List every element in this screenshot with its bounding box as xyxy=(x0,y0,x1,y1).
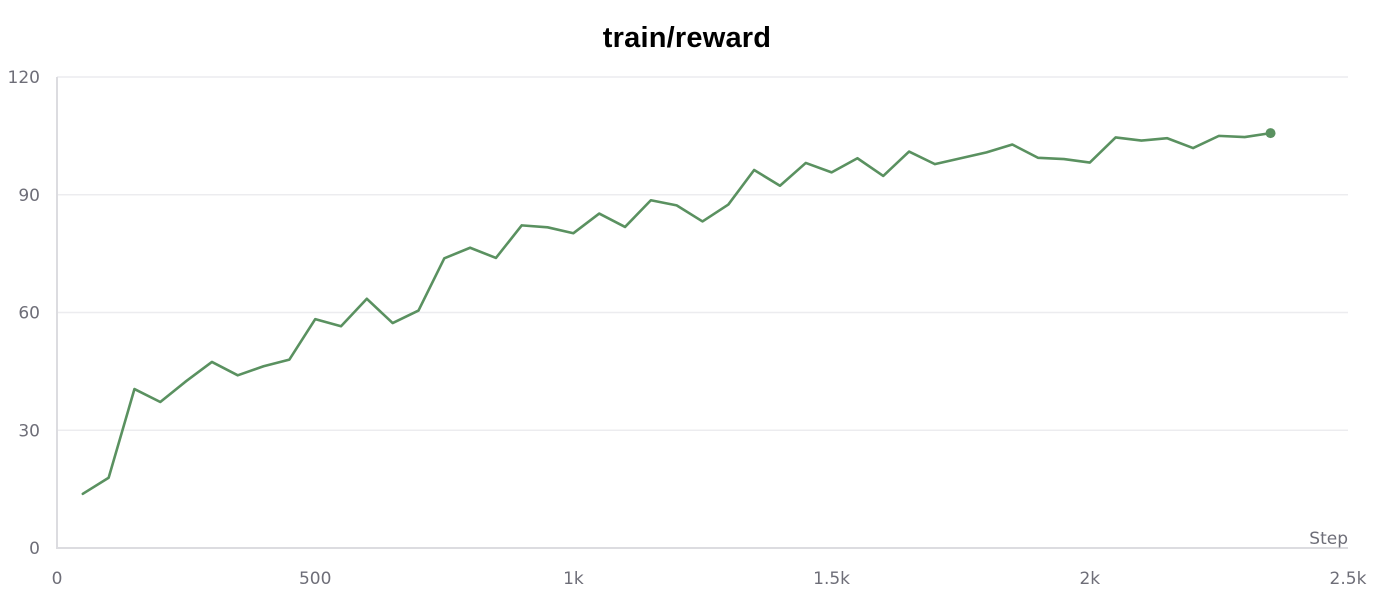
data-point[interactable] xyxy=(544,223,552,231)
data-point[interactable] xyxy=(440,254,448,262)
x-tick-label: 500 xyxy=(299,569,331,589)
data-point[interactable] xyxy=(311,315,319,323)
data-point[interactable] xyxy=(1034,154,1042,162)
data-point[interactable] xyxy=(414,307,422,315)
data-point[interactable] xyxy=(905,148,913,156)
data-point[interactable] xyxy=(750,166,758,174)
data-point[interactable] xyxy=(673,201,681,209)
data-point[interactable] xyxy=(699,217,707,225)
data-point[interactable] xyxy=(466,244,474,252)
data-point[interactable] xyxy=(79,490,87,498)
data-point[interactable] xyxy=(828,168,836,176)
chart-title: train/reward xyxy=(602,22,772,54)
data-point[interactable] xyxy=(879,172,887,180)
data-point[interactable] xyxy=(182,377,190,385)
x-tick-label: 2.5k xyxy=(1330,569,1367,589)
data-point[interactable] xyxy=(931,160,939,168)
data-point[interactable] xyxy=(724,201,732,209)
data-point[interactable] xyxy=(105,474,113,482)
x-tick-label: 1.5k xyxy=(813,569,850,589)
data-point[interactable] xyxy=(1215,132,1223,140)
data-point[interactable] xyxy=(1008,141,1016,149)
data-point[interactable] xyxy=(1137,137,1145,145)
data-point[interactable] xyxy=(1060,155,1068,163)
data-point[interactable] xyxy=(389,319,397,327)
series-line[interactable] xyxy=(81,131,1272,496)
data-point[interactable] xyxy=(337,322,345,330)
data-point[interactable] xyxy=(130,385,138,393)
data-point[interactable] xyxy=(776,182,784,190)
data-point[interactable] xyxy=(1086,159,1094,167)
data-point[interactable] xyxy=(853,154,861,162)
y-tick-label: 0 xyxy=(29,539,40,559)
data-point[interactable] xyxy=(595,210,603,218)
y-tick-label: 120 xyxy=(8,68,40,88)
data-point[interactable] xyxy=(156,398,164,406)
data-point[interactable] xyxy=(285,356,293,364)
data-point[interactable] xyxy=(957,154,965,162)
data-point[interactable] xyxy=(983,148,991,156)
data-point[interactable] xyxy=(1189,144,1197,152)
data-point[interactable] xyxy=(1241,133,1249,141)
x-tick-label: 1k xyxy=(563,569,584,589)
x-axis-title: Step xyxy=(1309,529,1348,549)
data-point[interactable] xyxy=(802,159,810,167)
x-tick-label: 0 xyxy=(52,569,63,589)
x-tick-label: 2k xyxy=(1079,569,1100,589)
data-point[interactable] xyxy=(518,221,526,229)
last-point-marker[interactable] xyxy=(1265,128,1276,139)
y-tick-label: 60 xyxy=(18,304,40,324)
data-point[interactable] xyxy=(208,358,216,366)
data-point[interactable] xyxy=(647,196,655,204)
data-point[interactable] xyxy=(621,223,629,231)
data-point[interactable] xyxy=(569,229,577,237)
data-point[interactable] xyxy=(234,371,242,379)
y-tick-label: 90 xyxy=(18,186,40,206)
data-point[interactable] xyxy=(1163,134,1171,142)
data-point[interactable] xyxy=(1112,133,1120,141)
data-point[interactable] xyxy=(492,254,500,262)
data-point[interactable] xyxy=(260,362,268,370)
y-tick-label: 30 xyxy=(18,421,40,441)
data-point[interactable] xyxy=(363,295,371,303)
